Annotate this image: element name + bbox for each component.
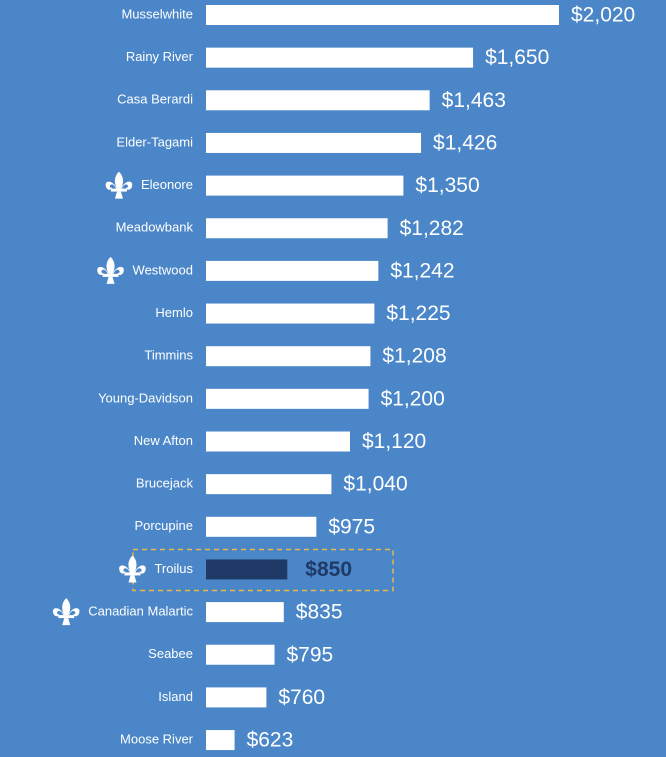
category-label: Troilus: [154, 561, 193, 576]
bar: [206, 260, 379, 281]
value-label: $1,426: [433, 131, 497, 154]
icon-part: [62, 598, 71, 616]
category-label: Rainy River: [126, 49, 194, 64]
bar: [206, 5, 559, 25]
value-label: $835: [296, 601, 343, 624]
value-label: $623: [247, 729, 294, 752]
value-label: $1,350: [415, 174, 479, 197]
icon-part: [128, 555, 137, 573]
highlight-box: [132, 548, 394, 592]
bar: [206, 175, 404, 196]
icon-part: [52, 608, 65, 617]
icon-part: [68, 608, 80, 617]
bar: [206, 431, 350, 452]
value-label: $1,200: [381, 387, 445, 410]
icon-part: [105, 181, 117, 190]
value-label: $795: [287, 643, 334, 666]
category-label: Canadian Malartic: [88, 604, 193, 619]
category-label: Westwood: [133, 262, 193, 277]
fleur-de-lis-icon: [119, 555, 146, 583]
category-label: Musselwhite: [121, 6, 193, 21]
fleur-de-lis-icon: [97, 256, 124, 284]
category-label: Eleonore: [141, 177, 193, 192]
value-label: $1,208: [382, 345, 446, 368]
icon-part: [97, 266, 109, 276]
category-label: Porcupine: [134, 518, 193, 533]
icon-part: [112, 266, 124, 276]
bar: [206, 730, 235, 751]
value-label: $975: [328, 515, 375, 538]
value-label: $1,282: [400, 217, 464, 240]
category-label: Seabee: [148, 646, 193, 661]
category-label: Young-Davidson: [98, 390, 193, 405]
bar: [206, 516, 317, 537]
value-label: $850: [305, 558, 352, 581]
category-label: Casa Berardi: [117, 92, 193, 107]
category-label: Timmins: [144, 348, 193, 363]
value-label: $760: [278, 686, 325, 709]
icon-part: [62, 618, 71, 626]
fleur-de-lis-icon: [52, 598, 80, 626]
category-label: Hemlo: [155, 305, 193, 320]
bar: [206, 602, 284, 623]
icon-part: [106, 256, 115, 274]
bar: [206, 47, 474, 68]
value-label: $1,040: [343, 473, 407, 496]
bar: [206, 90, 430, 111]
icon-part: [106, 276, 115, 284]
value-label: $1,650: [485, 46, 549, 69]
category-label: New Afton: [134, 433, 193, 448]
icon-part: [119, 565, 131, 574]
value-label: $1,242: [390, 259, 454, 282]
bar: [206, 346, 371, 367]
category-label: Moose River: [120, 731, 194, 746]
icon-part: [114, 191, 123, 199]
bar: [206, 218, 388, 239]
icon-part: [124, 572, 141, 576]
bar: [206, 687, 267, 708]
value-label: $2,020: [571, 4, 635, 27]
bar: [206, 388, 369, 409]
category-label: Meadowbank: [116, 220, 194, 235]
bar: [206, 132, 422, 153]
icon-part: [120, 181, 133, 190]
icon-part: [102, 273, 119, 277]
icon-part: [58, 615, 75, 619]
icon-part: [114, 171, 124, 189]
value-label: $1,225: [386, 302, 450, 325]
icon-part: [110, 188, 127, 192]
bar: [206, 303, 375, 324]
fleur-de-lis-icon: [105, 171, 133, 199]
icon-part: [128, 575, 137, 583]
category-label: Island: [158, 689, 193, 704]
value-label: $1,463: [442, 89, 506, 112]
value-label: $1,120: [362, 430, 426, 453]
bar: [206, 644, 275, 665]
icon-part: [134, 565, 146, 574]
category-label: Brucejack: [136, 476, 194, 491]
category-label: Elder-Tagami: [116, 134, 193, 149]
bar: [206, 559, 288, 580]
bar: [206, 474, 332, 495]
